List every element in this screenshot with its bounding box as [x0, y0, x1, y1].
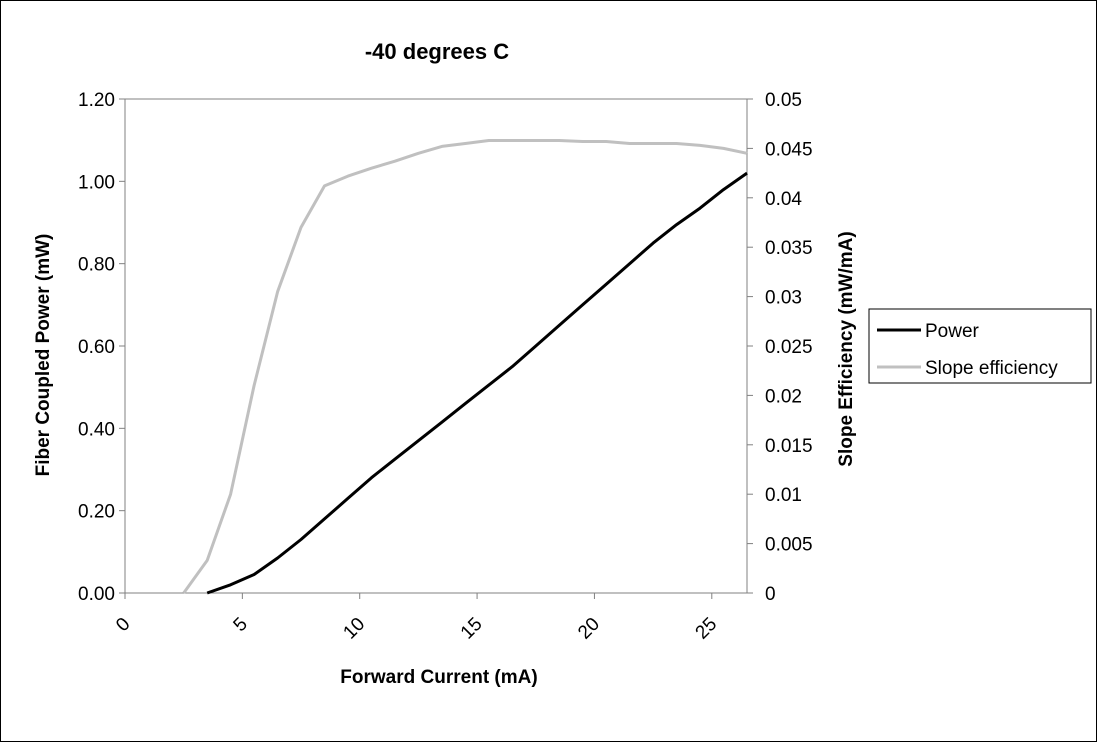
legend: Power Slope efficiency: [868, 308, 1092, 384]
y2-tick-label: 0.02: [765, 386, 802, 407]
y2-tick-label: 0.025: [765, 337, 813, 358]
x-tick-label: 0: [112, 614, 134, 636]
legend-label-slope-efficiency: Slope efficiency: [925, 358, 1058, 379]
plot-area: [124, 98, 748, 594]
legend-box: [868, 308, 1092, 384]
y-axis-right-title: Slope Efficiency (mW/mA): [836, 231, 857, 466]
series-line-power: [206, 171, 748, 595]
x-tick-label: 15: [457, 614, 487, 644]
series-line-slope-efficiency: [182, 139, 748, 594]
y-tick-label: 1.20: [78, 90, 115, 111]
y2-tick-label: 0.045: [765, 139, 813, 160]
y-tick-label: 0.80: [78, 255, 115, 276]
y-tick-label: 0.60: [78, 337, 115, 358]
y-axis-right: 0 0.005 0.01 0.015 0.02 0.025 0.03 0.035 0.04 0.0…: [747, 90, 813, 605]
y2-tick-label: 0.035: [765, 238, 813, 259]
x-tick-label: 20: [574, 614, 604, 644]
x-axis-title: Forward Current (mA): [340, 667, 537, 688]
y-tick-label: 0.40: [78, 419, 115, 440]
y2-tick-label: 0.005: [765, 535, 813, 556]
y-axis-left-title: Fiber Coupled Power (mW): [33, 234, 54, 477]
y-tick-label: 0.00: [78, 584, 115, 605]
y2-tick-label: 0.04: [765, 189, 802, 210]
y2-tick-label: 0.01: [765, 485, 802, 506]
y2-tick-label: 0.03: [765, 288, 802, 309]
y-tick-label: 1.00: [78, 172, 115, 193]
y2-tick-label: 0: [765, 584, 776, 605]
x-tick-label: 25: [692, 614, 722, 644]
chart-title: -40 degrees C: [365, 39, 509, 64]
series-lines: [182, 139, 748, 595]
x-axis: 0 5 10 15 20 25: [112, 593, 721, 643]
y2-tick-label: 0.05: [765, 90, 802, 111]
y-tick-label: 0.20: [78, 502, 115, 523]
y2-tick-label: 0.015: [765, 436, 813, 457]
x-tick-label: 10: [339, 614, 369, 644]
legend-label-power: Power: [925, 321, 980, 342]
y-axis-left: 0.00 0.20 0.40 0.60 0.80 1.00 1.20: [78, 90, 125, 605]
x-tick-label: 5: [230, 614, 252, 636]
